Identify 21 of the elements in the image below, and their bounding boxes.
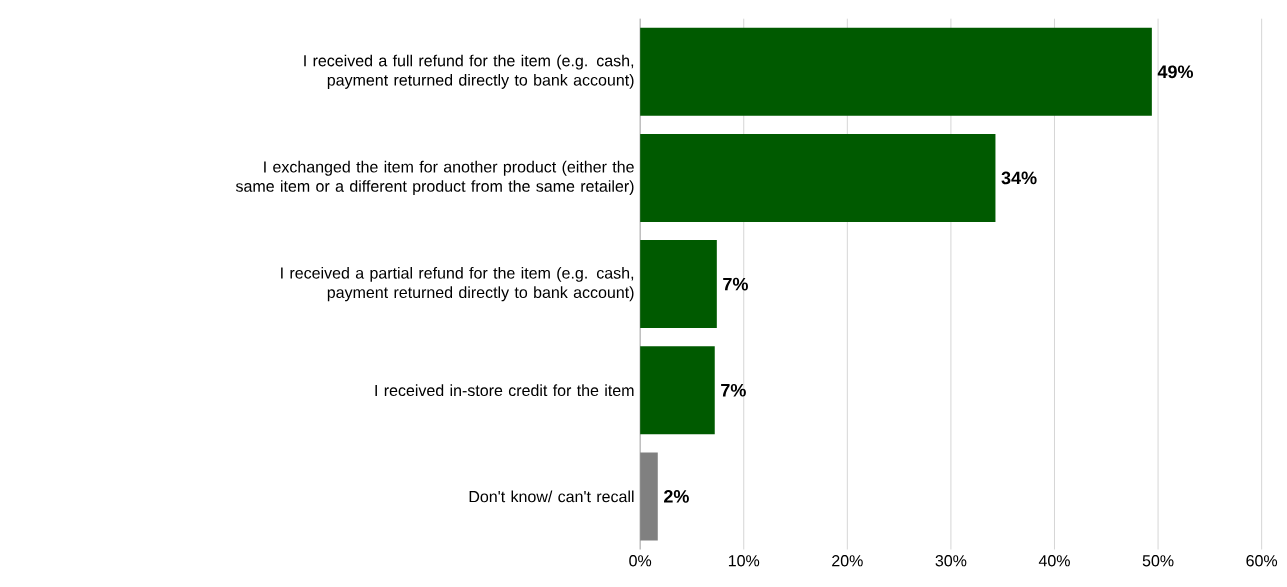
- x-tick-label: 20%: [832, 555, 863, 567]
- data-label: 7%: [721, 384, 746, 397]
- bar: [640, 346, 715, 435]
- bar: [640, 27, 1152, 116]
- x-tick-label: 30%: [935, 555, 967, 567]
- data-label: 2%: [664, 490, 689, 503]
- bar: [640, 134, 996, 223]
- x-tick-label: 50%: [1142, 555, 1174, 567]
- y-tick-label: I received a full refund for the item (e.g. cash, payment returned directly to bank account): [304, 54, 634, 89]
- data-label: 34%: [1001, 171, 1037, 185]
- data-label: 49%: [1157, 65, 1194, 79]
- y-tick-label: Don't know/ can't recall: [469, 490, 634, 503]
- y-tick-label: I received a partial refund for the item (e.g. cash, payment returned directly to bank account): [281, 267, 634, 302]
- data-label: 7%: [723, 277, 748, 291]
- x-tick-label: 40%: [1038, 555, 1070, 567]
- y-tick-label: I exchanged the item for another product (either the same item or a different product from the same retailer): [235, 160, 634, 196]
- x-tick-label: 0%: [629, 555, 652, 567]
- x-tick-label: 60%: [1246, 555, 1278, 567]
- y-tick-label: I received in-store credit for the item: [375, 384, 634, 397]
- bar: [640, 240, 717, 329]
- x-tick-label: 10%: [728, 555, 760, 567]
